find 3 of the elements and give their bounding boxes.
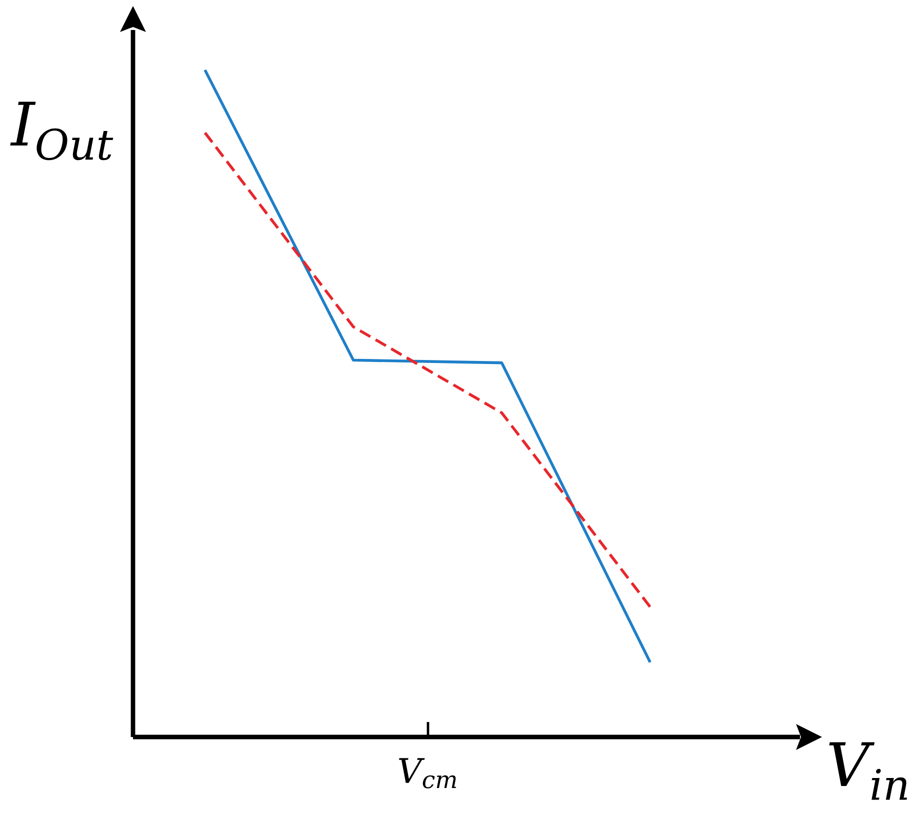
y-axis-title: I$_{Out}$ [10, 102, 114, 160]
text: V$_{cm}$ [399, 758, 456, 788]
x-axis-title: V$_{in}$ [829, 742, 908, 800]
